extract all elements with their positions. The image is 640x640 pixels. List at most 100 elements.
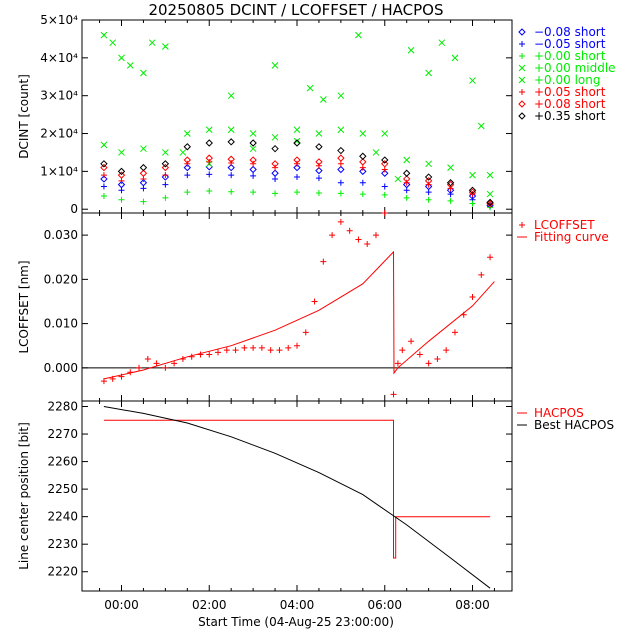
data-point — [232, 347, 239, 354]
data-point — [359, 179, 366, 186]
data-point — [447, 191, 454, 198]
legend-marker — [519, 41, 525, 47]
y-axis-label: Line center position [bit] — [17, 422, 31, 570]
data-point — [364, 240, 371, 247]
data-point — [100, 175, 108, 183]
data-point — [381, 169, 389, 177]
data-point — [381, 183, 388, 190]
legend-entry: −0.08 short — [534, 25, 606, 39]
data-point — [139, 169, 148, 177]
data-point — [359, 167, 367, 176]
data-point — [372, 149, 380, 156]
series-2 — [100, 171, 494, 210]
legend-marker — [519, 222, 525, 228]
data-point — [425, 69, 432, 77]
data-point — [403, 187, 410, 194]
y-tick-label: 3×10⁴ — [40, 89, 78, 103]
legend-entry: Fitting curve — [534, 230, 609, 244]
data-point — [408, 338, 415, 345]
data-point — [425, 196, 432, 203]
data-point — [162, 194, 169, 201]
data-point — [407, 46, 415, 54]
data-point — [416, 351, 423, 358]
data-point — [205, 126, 213, 134]
data-point — [337, 126, 345, 134]
data-point — [271, 144, 279, 153]
data-point — [227, 92, 235, 100]
data-point — [315, 158, 323, 166]
data-point — [140, 145, 147, 153]
data-point — [337, 92, 345, 100]
data-point — [140, 69, 147, 77]
legend-marker — [518, 112, 526, 120]
data-point — [337, 165, 345, 174]
y-axis-label: DCINT [count] — [17, 74, 31, 159]
data-point — [337, 179, 344, 186]
data-point — [171, 360, 178, 367]
data-point — [294, 174, 300, 181]
legend-marker — [518, 100, 526, 108]
data-point — [271, 160, 279, 168]
data-point — [223, 347, 230, 354]
data-point — [227, 155, 235, 163]
data-point — [294, 189, 300, 196]
data-point — [451, 54, 459, 62]
data-point — [402, 169, 411, 177]
y-tick-label: 2270 — [47, 427, 78, 441]
x-tick-label: 08:00 — [455, 598, 490, 612]
data-point — [126, 62, 134, 69]
data-point — [249, 156, 257, 164]
data-point — [355, 31, 362, 39]
y-tick-label: 2260 — [47, 455, 78, 469]
data-point — [293, 126, 301, 134]
data-point — [359, 130, 367, 137]
legend-entry: Best HACPOS — [534, 418, 614, 432]
data-point — [249, 145, 257, 153]
y-tick-label: 2×10⁴ — [40, 127, 78, 141]
x-tick-label: 00:00 — [104, 598, 139, 612]
data-point — [118, 149, 125, 156]
data-point — [197, 351, 204, 358]
series-line — [103, 419, 491, 559]
data-point — [183, 156, 192, 164]
data-point — [272, 175, 279, 182]
data-point — [390, 391, 397, 398]
legend-entry: +0.00 middle — [534, 61, 616, 75]
data-point — [320, 258, 327, 265]
x-tick-label: 06:00 — [367, 598, 402, 612]
data-point — [136, 364, 143, 371]
data-point — [315, 162, 322, 169]
series-3 — [100, 188, 494, 211]
data-point — [294, 342, 300, 349]
data-point — [469, 200, 476, 207]
legend-marker — [518, 76, 526, 84]
data-point — [139, 163, 148, 172]
data-point — [381, 191, 388, 198]
y-tick-label: 2280 — [47, 400, 78, 414]
data-point — [179, 149, 187, 156]
data-point — [161, 163, 170, 172]
data-point — [425, 360, 432, 367]
legend-marker — [519, 53, 525, 59]
data-point — [486, 171, 494, 179]
data-point — [118, 196, 125, 203]
legend-entry: HACPOS — [534, 406, 584, 420]
data-point — [446, 179, 455, 187]
data-point — [161, 173, 170, 181]
data-point — [205, 154, 213, 162]
data-point — [100, 31, 108, 39]
y-tick-label: 4×10⁴ — [40, 51, 78, 65]
data-point — [293, 139, 301, 147]
data-point — [337, 218, 344, 225]
data-point — [285, 344, 292, 351]
y-tick-label: 1×10⁴ — [40, 164, 78, 178]
data-point — [161, 160, 170, 168]
plot-frame — [81, 212, 513, 402]
data-point — [319, 96, 327, 103]
data-point — [205, 139, 213, 147]
data-point — [100, 183, 107, 190]
panel-1: 0 1×10⁴ 2×10⁴ 3×10⁴ 4×10⁴ 5×10⁴ DCINT [count] −… — [17, 13, 616, 216]
data-point — [315, 175, 322, 182]
data-point — [337, 190, 344, 197]
